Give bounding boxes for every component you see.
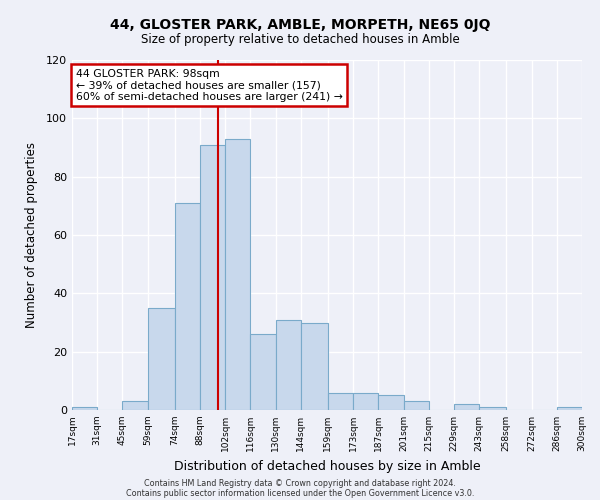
Bar: [250, 334, 275, 410]
Bar: [454, 404, 479, 410]
Text: Size of property relative to detached houses in Amble: Size of property relative to detached ho…: [140, 32, 460, 46]
Text: 44 GLOSTER PARK: 98sqm
← 39% of detached houses are smaller (157)
60% of semi-de: 44 GLOSTER PARK: 98sqm ← 39% of detached…: [76, 69, 343, 102]
Bar: [225, 139, 250, 410]
Bar: [148, 308, 175, 410]
Bar: [404, 401, 429, 410]
Bar: [275, 320, 301, 410]
Bar: [557, 407, 582, 410]
Bar: [301, 322, 328, 410]
Text: 44, GLOSTER PARK, AMBLE, MORPETH, NE65 0JQ: 44, GLOSTER PARK, AMBLE, MORPETH, NE65 0…: [110, 18, 490, 32]
Bar: [353, 392, 379, 410]
Bar: [479, 407, 506, 410]
Text: Contains HM Land Registry data © Crown copyright and database right 2024.: Contains HM Land Registry data © Crown c…: [144, 478, 456, 488]
Bar: [379, 396, 404, 410]
Bar: [200, 144, 225, 410]
Y-axis label: Number of detached properties: Number of detached properties: [25, 142, 38, 328]
Bar: [175, 203, 200, 410]
Bar: [72, 407, 97, 410]
Text: Contains public sector information licensed under the Open Government Licence v3: Contains public sector information licen…: [126, 488, 474, 498]
Bar: [122, 401, 148, 410]
Bar: [328, 392, 353, 410]
X-axis label: Distribution of detached houses by size in Amble: Distribution of detached houses by size …: [173, 460, 481, 472]
